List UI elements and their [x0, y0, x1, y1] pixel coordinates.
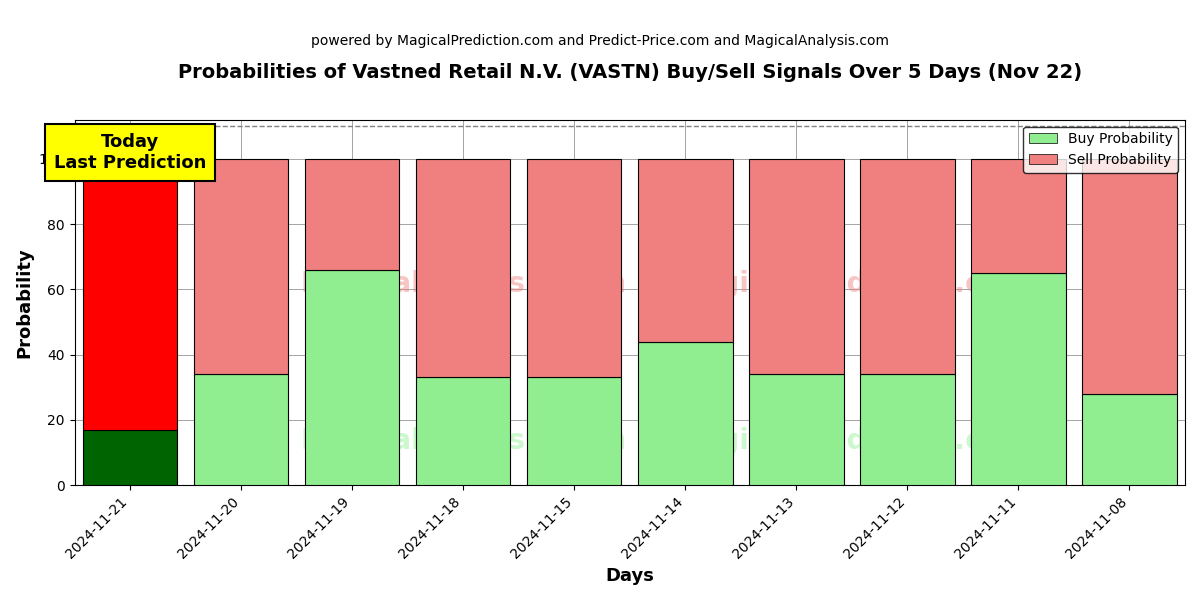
Bar [971, 159, 1066, 273]
Bar [83, 159, 178, 430]
Bar [527, 377, 622, 485]
Bar [416, 159, 510, 377]
Bar [860, 374, 955, 485]
Legend: Buy Probability, Sell Probability: Buy Probability, Sell Probability [1024, 127, 1178, 173]
Bar [860, 159, 955, 374]
Bar [638, 341, 732, 485]
Bar [83, 430, 178, 485]
Y-axis label: Probability: Probability [16, 247, 34, 358]
Bar [194, 374, 288, 485]
Bar [749, 159, 844, 374]
Bar [305, 270, 400, 485]
Text: MagicalPrediction.com: MagicalPrediction.com [673, 427, 1030, 455]
Text: MagicalAnalysis.com: MagicalAnalysis.com [300, 270, 626, 298]
Bar [305, 159, 400, 270]
Bar [1082, 394, 1177, 485]
X-axis label: Days: Days [605, 567, 654, 585]
Bar [194, 159, 288, 374]
Bar [749, 374, 844, 485]
Text: Today
Last Prediction: Today Last Prediction [54, 133, 206, 172]
Bar [1082, 159, 1177, 394]
Bar [416, 377, 510, 485]
Bar [971, 273, 1066, 485]
Text: powered by MagicalPrediction.com and Predict-Price.com and MagicalAnalysis.com: powered by MagicalPrediction.com and Pre… [311, 34, 889, 48]
Text: MagicalAnalysis.com: MagicalAnalysis.com [300, 427, 626, 455]
Bar [638, 159, 732, 341]
Bar [527, 159, 622, 377]
Title: Probabilities of Vastned Retail N.V. (VASTN) Buy/Sell Signals Over 5 Days (Nov 2: Probabilities of Vastned Retail N.V. (VA… [178, 63, 1082, 82]
Text: MagicalPrediction.com: MagicalPrediction.com [673, 270, 1030, 298]
